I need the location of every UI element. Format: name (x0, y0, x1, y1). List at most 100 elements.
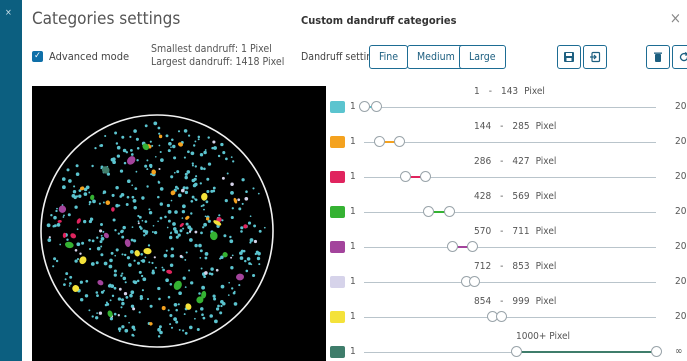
dandruff-particle (172, 144, 176, 149)
largest-dandruff-text: Largest dandruff: 1418 Pixel (151, 56, 285, 68)
dandruff-particle (151, 269, 155, 273)
dandruff-particle (134, 187, 138, 190)
range-slider-max-handle[interactable] (443, 206, 455, 217)
dandruff-flake (57, 219, 62, 223)
dandruff-particle (215, 307, 220, 311)
dandruff-particle (157, 126, 161, 130)
dandruff-particle (144, 230, 149, 234)
range-slider-track[interactable] (364, 107, 656, 108)
dandruff-particle (158, 325, 162, 329)
dandruff-flake (201, 193, 208, 201)
category-color-swatch[interactable] (330, 346, 345, 358)
category-color-swatch[interactable] (330, 101, 345, 113)
dandruff-particle (121, 272, 124, 275)
range-slider-max-handle[interactable] (651, 346, 662, 357)
close-icon[interactable]: × (669, 9, 681, 27)
dandruff-particle (252, 273, 256, 278)
range-slider-track[interactable] (364, 247, 656, 248)
dandruff-particle (199, 249, 203, 253)
dandruff-particle (170, 175, 174, 179)
dandruff-particle (184, 331, 188, 335)
dandruff-flake (185, 303, 192, 310)
refresh-button[interactable] (672, 45, 687, 69)
range-slider-min-handle[interactable] (510, 346, 522, 357)
range-slider-min-handle[interactable] (373, 136, 385, 147)
dandruff-particle (100, 167, 103, 170)
dandruff-particle (201, 313, 204, 317)
category-color-swatch[interactable] (330, 311, 345, 323)
range-slider-min-handle[interactable] (399, 171, 411, 182)
dandruff-particle (141, 219, 144, 222)
dandruff-particle (167, 210, 172, 214)
dandruff-particle (109, 317, 114, 321)
dandruff-particle (239, 256, 244, 260)
preset-large-button[interactable]: Large (459, 45, 506, 69)
range-slider-min-handle[interactable] (446, 241, 458, 252)
delete-icon (654, 52, 662, 62)
dandruff-particle (247, 221, 252, 225)
dandruff-particle (195, 310, 198, 313)
dandruff-particle (255, 250, 259, 254)
dandruff-particle (149, 140, 152, 143)
preset-medium-button[interactable]: Medium (407, 45, 465, 69)
range-slider-track[interactable] (364, 317, 656, 318)
slider-min-label: 1 (350, 311, 356, 322)
checkmark-icon[interactable]: ✓ (32, 51, 43, 62)
dandruff-flake (72, 285, 80, 292)
range-slider-max-handle[interactable] (420, 171, 432, 182)
range-slider-track[interactable] (364, 282, 656, 283)
dandruff-particle (176, 170, 180, 174)
dandruff-particle (170, 253, 175, 258)
dandruff-particle (169, 313, 173, 318)
range-slider-max-handle[interactable] (467, 241, 479, 252)
range-separator: - (500, 191, 504, 202)
dandruff-particle (167, 149, 171, 153)
range-to: 853 (512, 261, 530, 272)
dandruff-flake (243, 224, 248, 229)
dandruff-particle (193, 144, 196, 147)
dandruff-particle (151, 270, 155, 275)
export-button[interactable] (583, 45, 607, 69)
range-slider-track[interactable] (364, 142, 656, 143)
dandruff-particle (131, 226, 134, 228)
category-color-swatch[interactable] (330, 206, 345, 218)
range-slider-max-handle[interactable] (370, 101, 382, 112)
dandruff-particle (240, 226, 244, 230)
save-button[interactable] (557, 45, 581, 69)
scalp-sample-outline (40, 114, 274, 348)
range-slider-min-handle[interactable] (423, 206, 435, 217)
dandruff-particle (69, 282, 72, 285)
dandruff-particle (102, 190, 107, 194)
category-color-swatch[interactable] (330, 241, 345, 253)
range-slider-max-handle[interactable] (496, 311, 508, 322)
range-slider-min-handle[interactable] (359, 101, 370, 112)
category-color-swatch[interactable] (330, 276, 345, 288)
dandruff-particle (100, 223, 103, 226)
range-slider-track[interactable] (364, 177, 656, 178)
dandruff-particle (121, 325, 125, 329)
advanced-mode-checkbox[interactable]: ✓ Advanced mode (32, 50, 129, 63)
dandruff-particle (168, 141, 172, 146)
range-label: 144-285 Pixel (474, 121, 556, 132)
dandruff-particle (172, 227, 177, 231)
dandruff-particle (117, 232, 120, 235)
range-label: 1-143 Pixel (474, 86, 545, 97)
dandruff-flake (70, 233, 77, 239)
dandruff-particle (141, 289, 144, 292)
category-color-swatch[interactable] (330, 136, 345, 148)
range-slider-track[interactable] (364, 352, 656, 353)
delete-button[interactable] (646, 45, 670, 69)
dandruff-particle (181, 188, 185, 193)
range-slider-max-handle[interactable] (468, 276, 480, 287)
preset-fine-button[interactable]: Fine (369, 45, 409, 69)
close-icon[interactable]: × (5, 8, 12, 18)
dandruff-flake (185, 215, 190, 220)
range-unit: Pixel (535, 191, 557, 202)
dandruff-particle (198, 292, 201, 295)
dandruff-flake (76, 218, 81, 224)
dandruff-particle (79, 281, 82, 284)
range-slider-max-handle[interactable] (394, 136, 406, 147)
range-slider-track[interactable] (364, 212, 656, 213)
category-color-swatch[interactable] (330, 171, 345, 183)
dandruff-particle (105, 301, 108, 304)
